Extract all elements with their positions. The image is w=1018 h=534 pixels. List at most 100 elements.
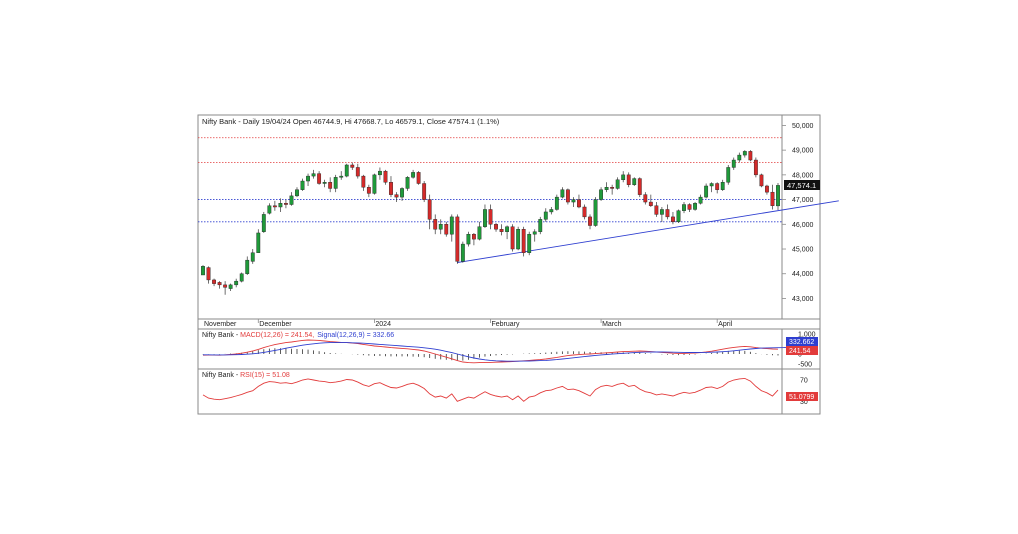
x-tick-label: 2024 — [375, 321, 391, 328]
candle-body — [483, 209, 487, 227]
candle-body — [449, 216, 454, 235]
candle-body — [427, 199, 432, 220]
candle-body — [223, 284, 228, 288]
candle-body — [516, 229, 521, 250]
candle-body — [654, 205, 659, 215]
price-tick-label: 47,000 — [792, 197, 814, 204]
candle-body — [565, 189, 570, 203]
macd-title: Nifty Bank - MACD(12,26) = 241.54, Signal… — [202, 332, 394, 339]
candle-body — [554, 196, 559, 210]
candle-body — [715, 183, 720, 190]
price-tick-label: 49,000 — [792, 148, 814, 155]
candle-body — [582, 206, 587, 218]
rsi-line-group — [202, 377, 779, 402]
candle-body — [538, 219, 543, 232]
candle-body — [400, 188, 404, 198]
candle-body — [328, 182, 333, 189]
candle-body — [405, 177, 410, 189]
rsi-tick-label: 30 — [800, 399, 808, 406]
candle-body — [245, 259, 250, 274]
candle-body — [471, 233, 476, 240]
price-tick-label: 48,000 — [792, 172, 814, 179]
price-title: Nifty Bank - Daily 19/04/24 Open 46744.9… — [202, 117, 500, 126]
candle-body — [444, 224, 449, 235]
rsi-title-prefix: Nifty Bank - — [202, 372, 240, 379]
rsi-panel: Nifty Bank - RSI(15) = 51.08 70 30 51.079… — [197, 368, 821, 415]
candle-body — [477, 226, 482, 240]
price-tick-label: 44,000 — [792, 271, 814, 278]
candle-body — [250, 252, 255, 262]
candle-body — [488, 209, 493, 225]
candle-body — [355, 167, 360, 177]
candle-body — [256, 232, 261, 253]
candle-body — [272, 205, 277, 208]
candle-body — [588, 216, 592, 226]
candle-body — [234, 280, 239, 286]
trendline — [457, 200, 839, 264]
candle-body — [643, 194, 648, 203]
candle-body — [610, 187, 615, 189]
candle-body — [671, 216, 675, 223]
signal-line — [203, 342, 790, 362]
x-tick-label: March — [602, 321, 622, 328]
candle-body — [239, 273, 244, 282]
candle-body — [228, 284, 233, 289]
x-tick-label: November — [204, 321, 237, 328]
candle-body — [637, 178, 642, 195]
rsi-tick-label: 70 — [800, 378, 808, 385]
candle-body — [543, 211, 548, 220]
macd-panel-frame — [197, 328, 821, 370]
candle-body — [593, 199, 598, 226]
signal-label: Signal(12,26,9) = 332.66 — [317, 332, 394, 339]
last-value-badge-bg — [784, 180, 820, 190]
price-tick-label: 46,000 — [792, 222, 814, 229]
price-tick-label: 43,000 — [792, 296, 814, 303]
price-trendline — [457, 200, 839, 264]
candle-body — [687, 204, 692, 210]
rsi-badge-bg — [786, 392, 818, 401]
candle-body — [693, 203, 697, 210]
candle-body — [433, 219, 438, 230]
candle-body — [383, 170, 388, 183]
candle-body — [206, 267, 211, 281]
candle-body — [300, 180, 305, 190]
candle-body — [378, 170, 382, 176]
macd-lines — [202, 339, 790, 364]
x-tick-label: April — [718, 321, 732, 328]
candle-body — [389, 182, 393, 195]
candle-body — [665, 209, 670, 218]
candle-body — [648, 201, 653, 206]
candle-body — [549, 209, 554, 213]
macd-tick-label: -500 — [798, 362, 812, 369]
candle-body — [682, 204, 686, 211]
rsi-label: RSI(15) = 51.08 — [240, 372, 290, 379]
candle-body — [201, 266, 205, 276]
candle-body — [267, 205, 272, 214]
candle-body — [560, 189, 565, 198]
candle-body — [344, 164, 349, 177]
candle-body — [709, 183, 714, 187]
candle-body — [776, 185, 780, 207]
rsi-line — [202, 377, 779, 402]
candle-body — [770, 191, 775, 206]
candle-body — [317, 173, 322, 184]
price-y-ticks: 50,000 49,000 48,000 47,000 46,000 45,000 44,0… — [782, 123, 814, 303]
candle-body — [753, 159, 758, 176]
candle-body — [289, 195, 294, 205]
macd-title-prefix: Nifty Bank - — [202, 332, 240, 339]
candle-body — [698, 196, 703, 204]
candle-body — [759, 174, 764, 187]
candle-body — [455, 216, 460, 262]
candle-body — [306, 175, 310, 182]
candle-body — [217, 282, 222, 286]
candle-body — [339, 175, 344, 178]
candle-body — [422, 183, 427, 200]
candle-body — [726, 167, 731, 183]
candle-body — [278, 203, 283, 208]
candle-body — [731, 159, 736, 168]
last-value-badge: 47,574.1 — [784, 180, 820, 190]
macd-label: MACD(12,26) = 241.54, — [240, 332, 314, 339]
candle-body — [659, 209, 664, 215]
signal-badge-bg — [786, 337, 818, 346]
